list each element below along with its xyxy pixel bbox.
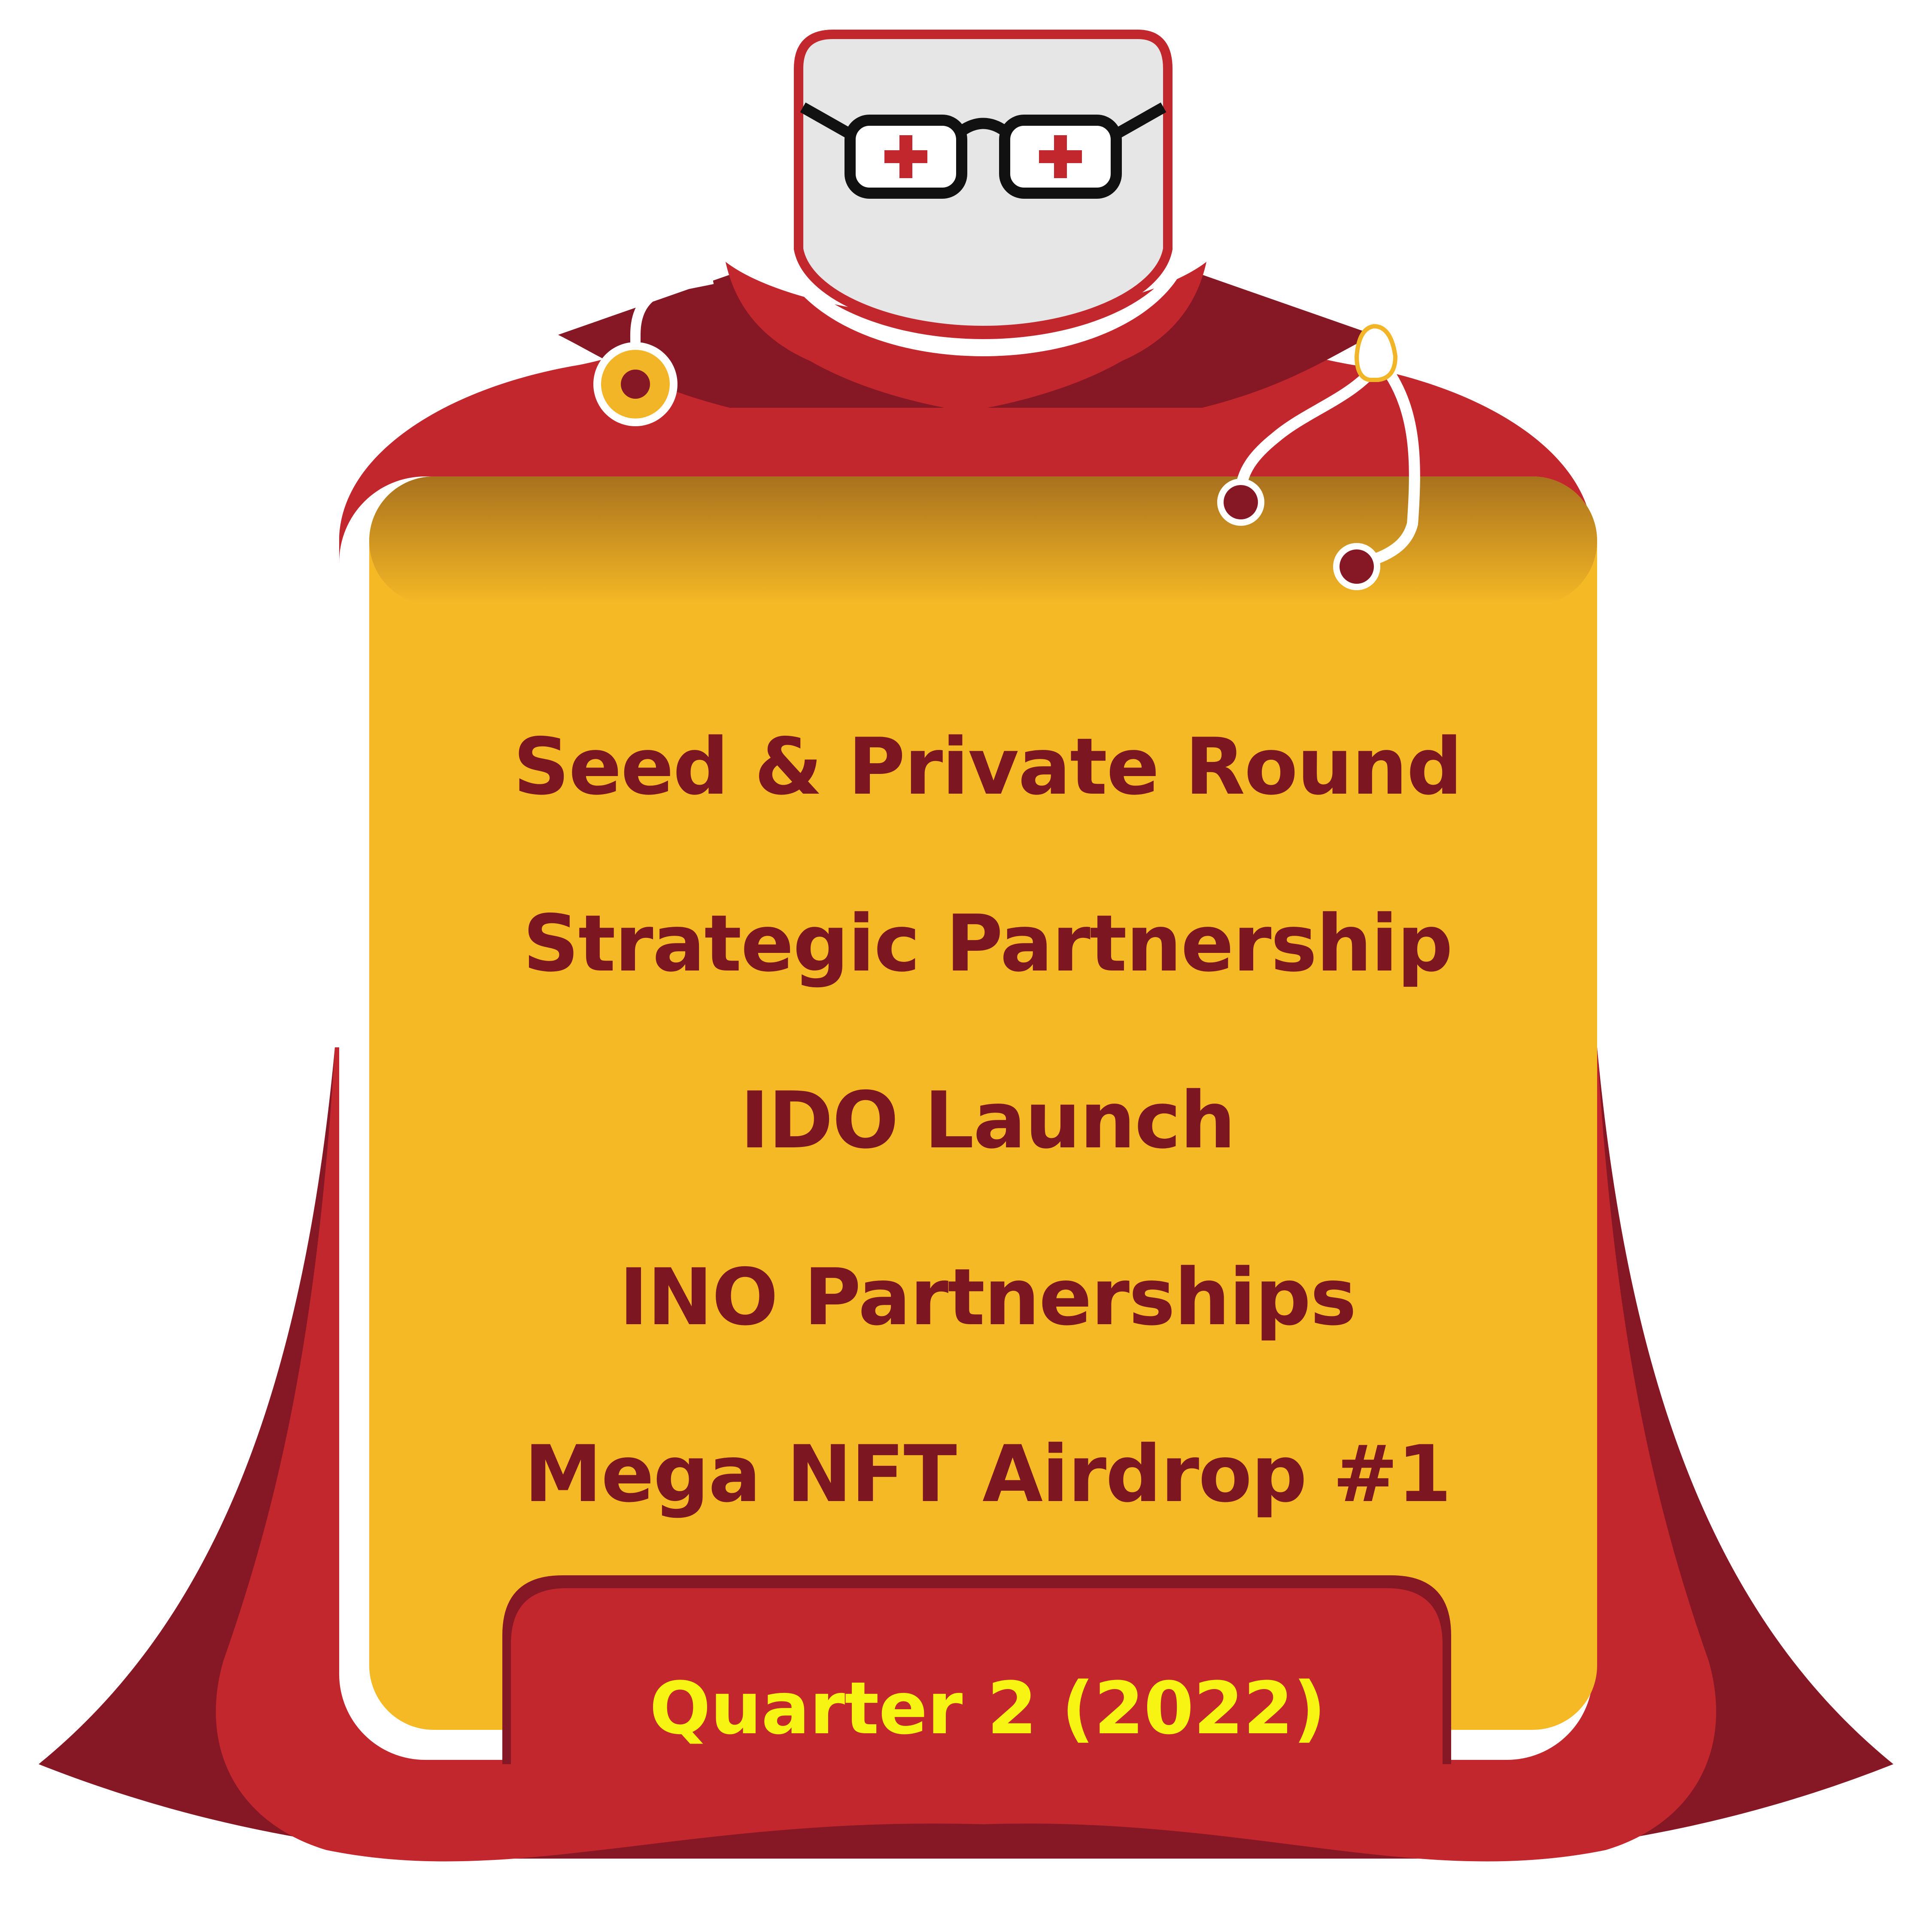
roadmap-item-ino-partnerships: INO Partnerships bbox=[619, 1252, 1357, 1343]
roadmap-item-seed-private-round: Seed & Private Round bbox=[513, 721, 1462, 812]
medical-cross-icon bbox=[884, 135, 1082, 178]
stethoscope-icon bbox=[593, 274, 1420, 590]
roadmap-item-ido-launch: IDO Launch bbox=[740, 1075, 1236, 1166]
quarter-label: Quarter 2 (2022) bbox=[649, 1666, 1326, 1750]
roadmap-item-strategic-partnership: Strategic Partnership bbox=[522, 898, 1453, 989]
head bbox=[794, 30, 1173, 336]
roadmap-item-mega-nft-airdrop: Mega NFT Airdrop #1 bbox=[524, 1429, 1452, 1520]
panel-yellow bbox=[369, 476, 1597, 1730]
roadmap-list: Seed & Private Round Strategic Partnersh… bbox=[369, 678, 1606, 1562]
